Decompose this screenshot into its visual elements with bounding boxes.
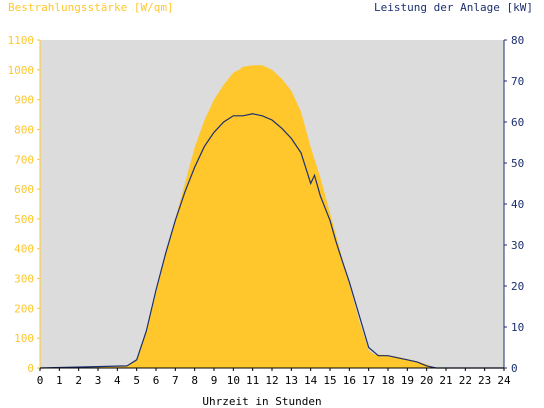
x-tick-label: 6: [153, 374, 160, 387]
x-tick-label: 21: [439, 374, 452, 387]
x-tick-label: 20: [420, 374, 433, 387]
x-tick-label: 13: [285, 374, 298, 387]
x-tick-label: 17: [362, 374, 375, 387]
left-tick-label: 300: [14, 273, 34, 286]
left-tick-label: 1100: [8, 34, 35, 47]
irradiance-area: [40, 65, 504, 369]
x-tick-label: 7: [172, 374, 179, 387]
right-tick-label: 30: [511, 239, 524, 252]
power-line: [39, 113, 504, 369]
left-tick-label: 100: [14, 332, 34, 345]
right-tick-label: 20: [511, 280, 524, 293]
x-tick-label: 15: [323, 374, 336, 387]
right-tick-label: 0: [511, 362, 518, 375]
right-tick-label: 10: [511, 321, 524, 334]
right-axis-title: Leistung der Anlage [kW]: [374, 1, 533, 14]
series-layer: [39, 65, 504, 369]
x-axis-title: Uhrzeit in Stunden: [202, 395, 321, 408]
x-tick-label: 5: [133, 374, 140, 387]
right-tick-label: 60: [511, 116, 524, 129]
left-tick-label: 1000: [8, 64, 35, 77]
left-tick-label: 600: [14, 183, 34, 196]
left-tick-label: 900: [14, 94, 34, 107]
x-tick-label: 4: [114, 374, 121, 387]
x-tick-label: 22: [459, 374, 472, 387]
x-tick-label: 11: [246, 374, 259, 387]
x-tick-label: 10: [227, 374, 240, 387]
x-tick-label: 16: [343, 374, 356, 387]
x-tick-label: 23: [478, 374, 491, 387]
x-tick-label: 24: [497, 374, 511, 387]
left-tick-label: 200: [14, 302, 34, 315]
x-tick-label: 9: [211, 374, 218, 387]
left-axis-title: Bestrahlungsstärke [W/qm]: [8, 1, 174, 14]
left-tick-label: 400: [14, 243, 34, 256]
x-tick-label: 2: [75, 374, 82, 387]
left-tick-label: 500: [14, 213, 34, 226]
x-tick-label: 3: [95, 374, 102, 387]
x-tick-label: 1: [56, 374, 63, 387]
left-tick-label: 800: [14, 123, 34, 136]
x-tick-label: 12: [265, 374, 278, 387]
x-tick-label: 19: [401, 374, 414, 387]
right-tick-label: 70: [511, 75, 524, 88]
right-tick-label: 50: [511, 157, 524, 170]
right-tick-label: 40: [511, 198, 524, 211]
right-tick-label: 80: [511, 34, 524, 47]
x-tick-label: 14: [304, 374, 318, 387]
x-tick-label: 18: [381, 374, 394, 387]
axis-layer: 0100200300400500600700800900100011000102…: [8, 34, 525, 387]
x-tick-label: 0: [37, 374, 44, 387]
left-tick-label: 0: [27, 362, 34, 375]
left-tick-label: 700: [14, 153, 34, 166]
x-tick-label: 8: [191, 374, 198, 387]
